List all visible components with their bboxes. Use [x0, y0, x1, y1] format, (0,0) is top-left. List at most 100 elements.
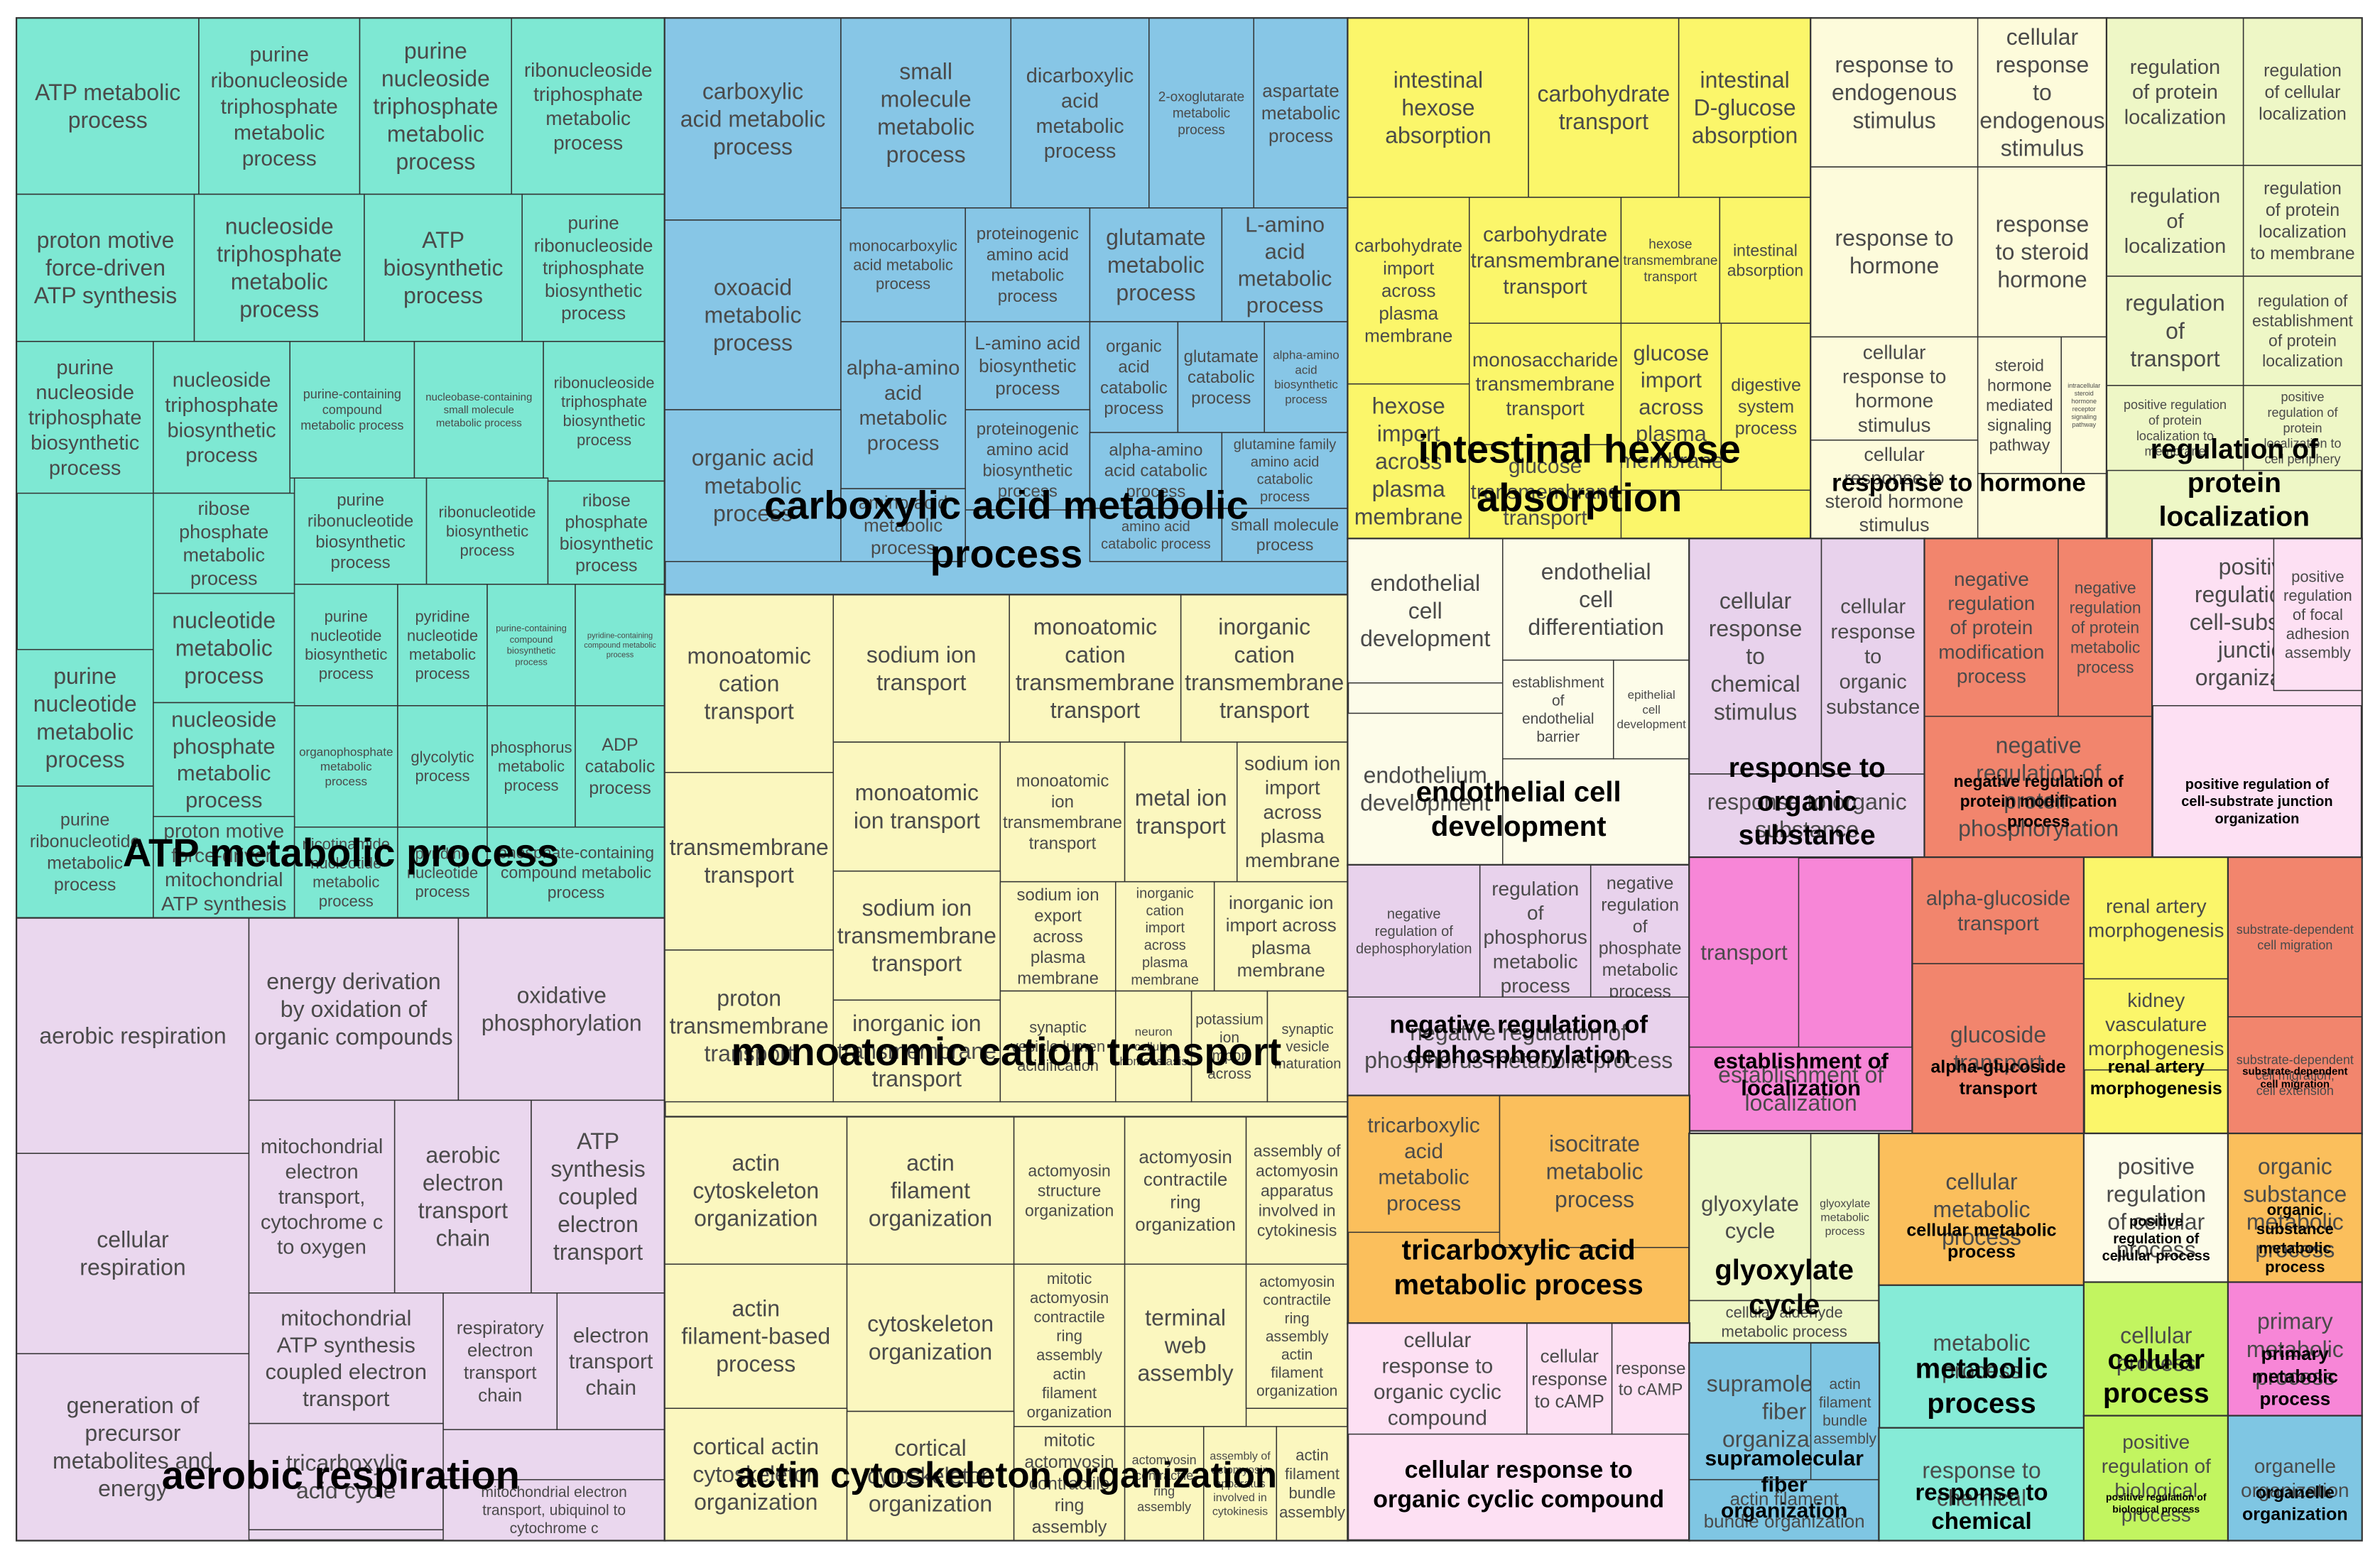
tile-rect[interactable] [1977, 17, 2108, 168]
tile-rect[interactable] [832, 594, 1010, 743]
tile-rect[interactable] [1089, 508, 1223, 562]
tile-rect[interactable] [846, 1263, 1015, 1412]
tile-rect[interactable] [487, 705, 576, 828]
tile-rect[interactable] [664, 1263, 848, 1409]
tile-rect[interactable] [1688, 856, 1800, 1048]
tile-rect[interactable] [1347, 864, 1481, 998]
tile-rect[interactable] [511, 17, 665, 195]
tile-rect[interactable] [1810, 336, 1979, 441]
tile-rect[interactable] [1501, 538, 1690, 661]
tile-rect[interactable] [1347, 383, 1470, 540]
tile-rect[interactable] [1688, 773, 1925, 859]
tile-rect[interactable] [16, 1153, 250, 1355]
tile-rect[interactable] [1820, 538, 1925, 775]
tile-rect[interactable] [2083, 978, 2229, 1071]
tile-rect[interactable] [1879, 1427, 2085, 1541]
tile-rect[interactable] [16, 17, 200, 195]
tile-rect[interactable] [664, 1407, 848, 1541]
tile-rect[interactable] [1479, 864, 1592, 1010]
tile-rect[interactable] [2083, 1415, 2229, 1541]
tile-rect[interactable] [1245, 1116, 1349, 1265]
tile-rect[interactable] [2083, 856, 2229, 980]
tile-rect[interactable] [1590, 864, 1690, 1010]
tile-rect[interactable] [1115, 881, 1215, 992]
tile-rect[interactable] [1347, 197, 1470, 385]
tile-rect[interactable] [1688, 1133, 1812, 1302]
tile-rect[interactable] [1810, 1342, 1880, 1481]
tile-rect[interactable] [1528, 17, 1680, 198]
tile-rect[interactable] [293, 584, 398, 707]
tile-rect[interactable] [16, 1353, 250, 1541]
tile-rect[interactable] [1013, 1263, 1126, 1427]
tile-rect[interactable] [1124, 1116, 1247, 1265]
tile-rect[interactable] [664, 949, 835, 1103]
tile-rect[interactable] [1013, 1426, 1126, 1541]
tile-rect[interactable] [1613, 659, 1690, 760]
tile-rect[interactable] [153, 341, 290, 494]
tile-rect[interactable] [1347, 17, 1529, 198]
tile-rect[interactable] [289, 341, 415, 479]
tile-rect[interactable] [664, 1116, 848, 1265]
tile-rect[interactable] [840, 17, 1012, 209]
tile-rect[interactable] [1468, 444, 1622, 540]
tile-rect[interactable] [846, 1116, 1015, 1265]
tile-rect[interactable] [832, 999, 1001, 1103]
tile-rect[interactable] [1115, 990, 1192, 1103]
tile-rect[interactable] [531, 1099, 665, 1294]
tile-rect[interactable] [1468, 322, 1622, 445]
tile-rect[interactable] [1499, 1095, 1690, 1248]
tile-rect[interactable] [2227, 856, 2363, 1018]
tile-rect[interactable] [1924, 715, 2153, 859]
tile-rect[interactable] [1089, 207, 1223, 322]
tile-rect[interactable] [487, 826, 665, 919]
tile-rect[interactable] [1221, 508, 1349, 562]
tile-rect[interactable] [1678, 17, 1812, 198]
tile-rect[interactable] [457, 917, 665, 1101]
tile-rect[interactable] [1810, 166, 1979, 338]
tile-rect[interactable] [364, 193, 523, 342]
tile-rect[interactable] [2227, 1282, 2363, 1417]
tile-rect[interactable] [999, 990, 1116, 1103]
tile-rect[interactable] [1264, 321, 1349, 433]
tile-rect[interactable] [397, 584, 488, 707]
tile-rect[interactable] [1013, 1116, 1126, 1265]
tile-rect[interactable] [999, 881, 1116, 992]
tile-rect[interactable] [1221, 207, 1349, 322]
tile-rect[interactable] [965, 207, 1091, 322]
tile-rect[interactable] [1237, 741, 1349, 883]
tile-rect[interactable] [1611, 1322, 1690, 1435]
tile-rect[interactable] [1526, 1322, 1613, 1435]
tile-rect[interactable] [248, 1422, 444, 1530]
tile-rect[interactable] [153, 702, 295, 817]
tile-rect[interactable] [840, 207, 966, 322]
tile-rect[interactable] [1124, 1426, 1205, 1541]
tile-rect[interactable] [2227, 1415, 2363, 1541]
tile-rect[interactable] [1810, 1133, 1880, 1302]
tile-rect[interactable] [1221, 432, 1349, 509]
tile-rect[interactable] [1089, 432, 1223, 509]
tile-rect[interactable] [2106, 17, 2244, 166]
tile-rect[interactable] [153, 492, 295, 594]
tile-rect[interactable] [1620, 322, 1722, 491]
tile-rect[interactable] [442, 1292, 558, 1430]
tile-rect[interactable] [664, 409, 842, 562]
tile-rect[interactable] [664, 772, 835, 951]
tile-rect[interactable] [965, 321, 1091, 410]
tile-rect[interactable] [547, 480, 665, 585]
tile-rect[interactable] [1266, 990, 1349, 1103]
tile-rect[interactable] [2242, 17, 2363, 166]
tile-rect[interactable] [1468, 197, 1622, 324]
tile-rect[interactable] [248, 1099, 396, 1294]
tile-rect[interactable] [1347, 1322, 1528, 1435]
tile-rect[interactable] [846, 1410, 1015, 1541]
tile-rect[interactable] [1912, 856, 2085, 964]
tile-rect[interactable] [1010, 17, 1150, 209]
tile-rect[interactable] [1347, 996, 1690, 1096]
tile-rect[interactable] [1190, 990, 1268, 1103]
tile-rect[interactable] [153, 592, 295, 704]
tile-rect[interactable] [2242, 276, 2363, 386]
tile-rect[interactable] [1924, 538, 2059, 717]
tile-rect[interactable] [1089, 321, 1179, 433]
tile-rect[interactable] [1245, 1263, 1349, 1409]
tile-rect[interactable] [1501, 659, 1614, 760]
